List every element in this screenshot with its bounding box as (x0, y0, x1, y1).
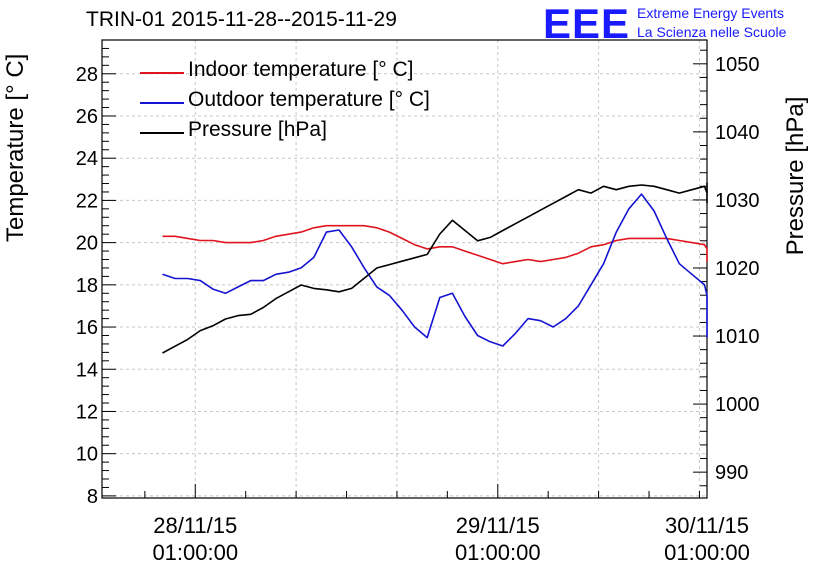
brand-line-1: Extreme Energy Events (637, 5, 785, 21)
x-tick-date-label: 28/11/15 (153, 513, 237, 538)
x-tick-time-label: 01:00:00 (152, 540, 238, 565)
y-right-tick-label: 1000 (715, 394, 760, 416)
y-left-tick-label: 28 (76, 64, 98, 86)
legend-swatch-outdoor (140, 102, 184, 104)
y-left-tick-label: 14 (76, 359, 98, 381)
series-line-outdoor (162, 193, 708, 347)
y-right-tick-label: 1050 (715, 54, 760, 76)
y-right-tick-label: 1020 (715, 258, 760, 280)
chart-title: TRIN-01 2015-11-28--2015-11-29 (86, 8, 397, 31)
x-tick-time-label: 01:00:00 (455, 540, 541, 565)
x-tick-date-label: 30/11/15 (665, 513, 749, 538)
y-right-tick-label: 990 (715, 462, 748, 484)
y-axis-right-label: Pressure [hPa] (782, 96, 809, 256)
legend-label-outdoor: Outdoor temperature [° C] (188, 88, 430, 111)
x-tick-time-label: 01:00:00 (664, 540, 750, 565)
brand-line-2: La Scienza nelle Scuole (637, 24, 787, 40)
y-right-tick-label: 1030 (715, 190, 760, 212)
y-left-tick-label: 18 (76, 275, 98, 297)
legend-swatch-pressure (140, 132, 184, 134)
x-tick-date-label: 29/11/15 (456, 513, 540, 538)
y-left-tick-label: 24 (76, 148, 98, 170)
y-left-tick-label: 20 (76, 233, 98, 255)
y-axis-left-label: Temperature [° C] (2, 53, 29, 242)
y-left-tick-label: 10 (76, 444, 98, 466)
y-left-tick-label: 8 (87, 486, 98, 508)
legend-label-pressure: Pressure [hPa] (188, 118, 327, 141)
y-right-tick-label: 1010 (715, 326, 760, 348)
legend-swatch-indoor (140, 72, 184, 74)
y-right-tick-label: 1040 (715, 122, 760, 144)
legend-label-indoor: Indoor temperature [° C] (188, 58, 414, 81)
series-line-pressure (162, 182, 708, 354)
eee-logo: EEE (543, 0, 631, 47)
y-left-tick-label: 16 (76, 317, 98, 339)
series-line-indoor (162, 224, 708, 265)
plot-frame (101, 39, 708, 499)
y-left-tick-label: 12 (76, 401, 98, 423)
y-left-tick-label: 22 (76, 190, 98, 212)
y-left-tick-label: 26 (76, 106, 98, 128)
